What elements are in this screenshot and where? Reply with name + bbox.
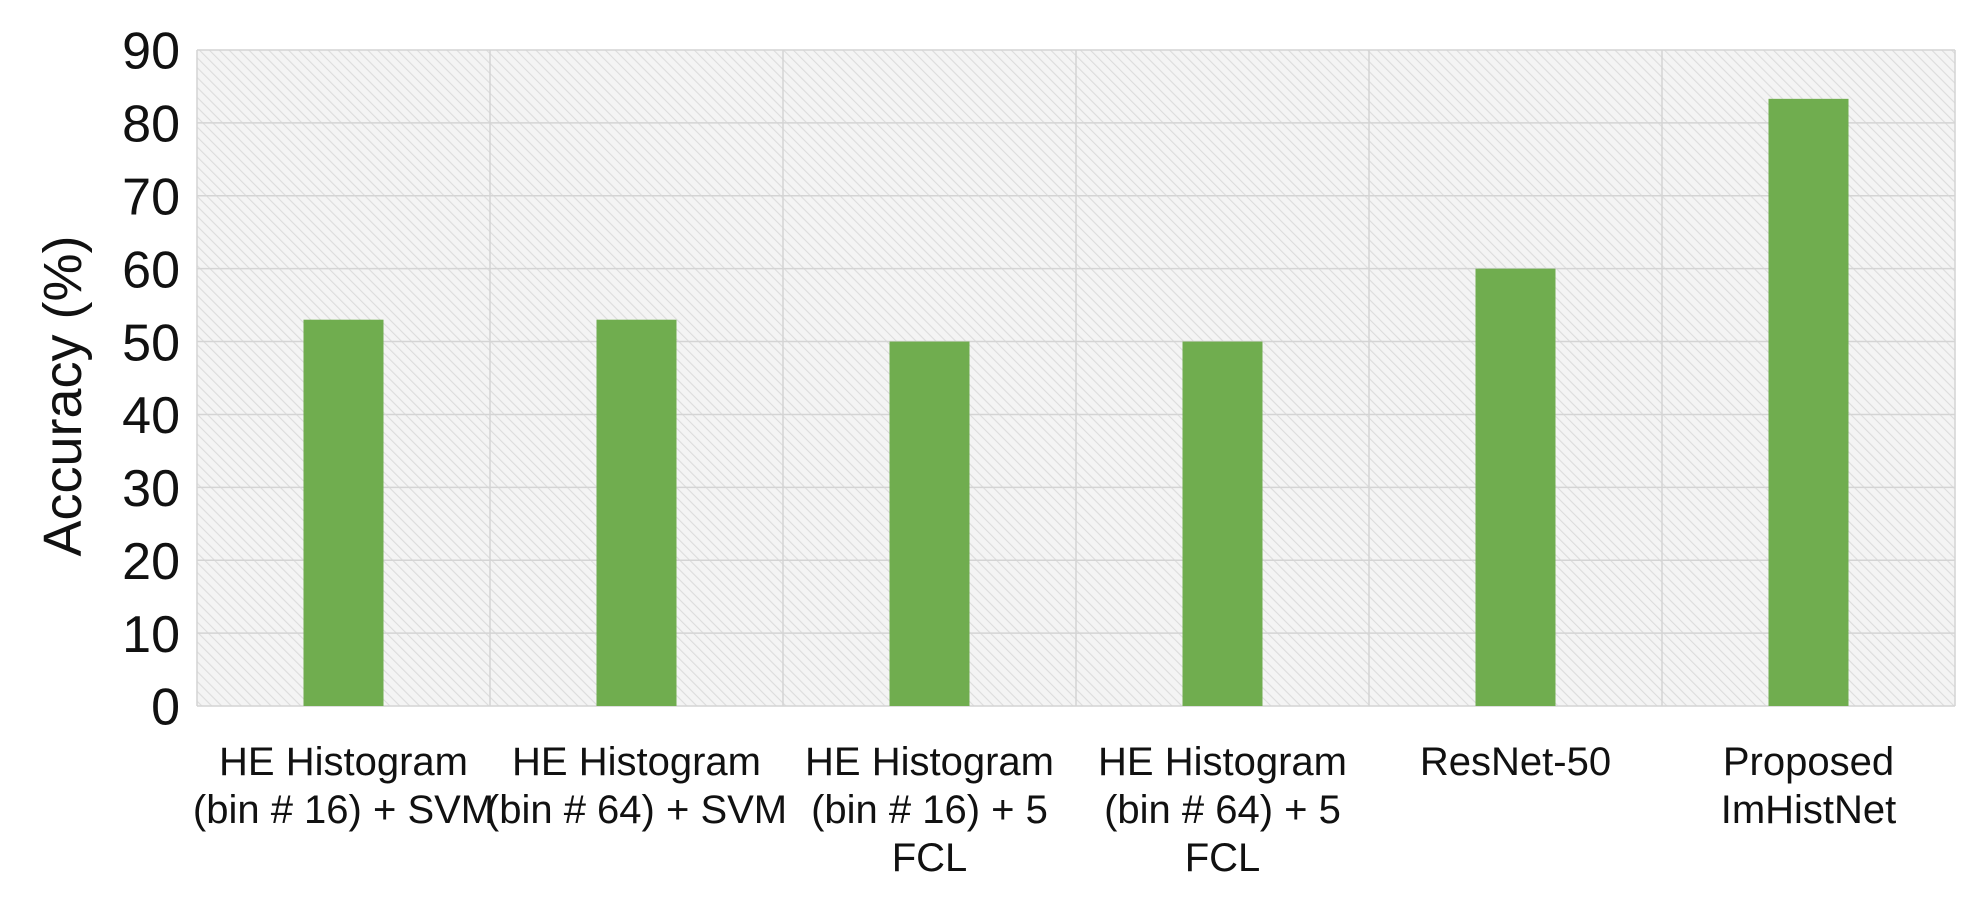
x-category-label-line: HE Histogram: [219, 740, 468, 784]
x-category-label: Proposed ImHistNet: [1721, 740, 1897, 832]
x-category-label-line: (bin # 64) + 5: [1104, 788, 1341, 832]
x-category-label-line: ImHistNet: [1721, 788, 1897, 832]
y-tick-label: 20: [122, 533, 180, 591]
x-category-label: HE Histogram (bin # 64) + SVM: [486, 740, 787, 832]
bar: [596, 319, 677, 706]
x-category-label-line: (bin # 16) + 5: [811, 788, 1048, 832]
x-category-label: HE Histogram (bin # 16) + 5 FCL: [805, 740, 1054, 880]
bar: [1182, 341, 1263, 706]
gridlines: [196, 49, 1956, 707]
bars: [303, 98, 1849, 706]
y-tick-label: 0: [151, 679, 180, 737]
x-category-label: ResNet-50: [1420, 740, 1611, 784]
x-category-label-line: HE Histogram: [1098, 740, 1347, 784]
bar: [303, 319, 384, 706]
y-axis-ticks: 0 10 20 30 40 50 60 70 80 90: [122, 23, 180, 737]
x-category-label-line: FCL: [1185, 836, 1261, 880]
bar: [1475, 268, 1556, 706]
y-tick-label: 60: [122, 241, 180, 299]
x-category-label-line: (bin # 16) + SVM: [193, 788, 494, 832]
y-tick-label: 50: [122, 314, 180, 372]
x-category-label-line: ResNet-50: [1420, 740, 1611, 784]
x-category-label: HE Histogram (bin # 16) + SVM: [193, 740, 494, 832]
x-category-label-line: (bin # 64) + SVM: [486, 788, 787, 832]
x-category-label-line: Proposed: [1723, 740, 1894, 784]
y-tick-label: 40: [122, 387, 180, 445]
y-tick-label: 70: [122, 168, 180, 226]
x-category-label-line: HE Histogram: [805, 740, 1054, 784]
y-tick-label: 80: [122, 96, 180, 154]
x-category-label: HE Histogram (bin # 64) + 5 FCL: [1098, 740, 1347, 880]
y-axis-title: Accuracy (%): [33, 235, 93, 556]
y-tick-label: 90: [122, 23, 180, 81]
bar: [889, 341, 970, 706]
y-tick-label: 10: [122, 606, 180, 664]
x-category-label-line: HE Histogram: [512, 740, 761, 784]
y-tick-label: 30: [122, 460, 180, 518]
bar: [1768, 98, 1849, 706]
x-category-label-line: FCL: [892, 836, 968, 880]
